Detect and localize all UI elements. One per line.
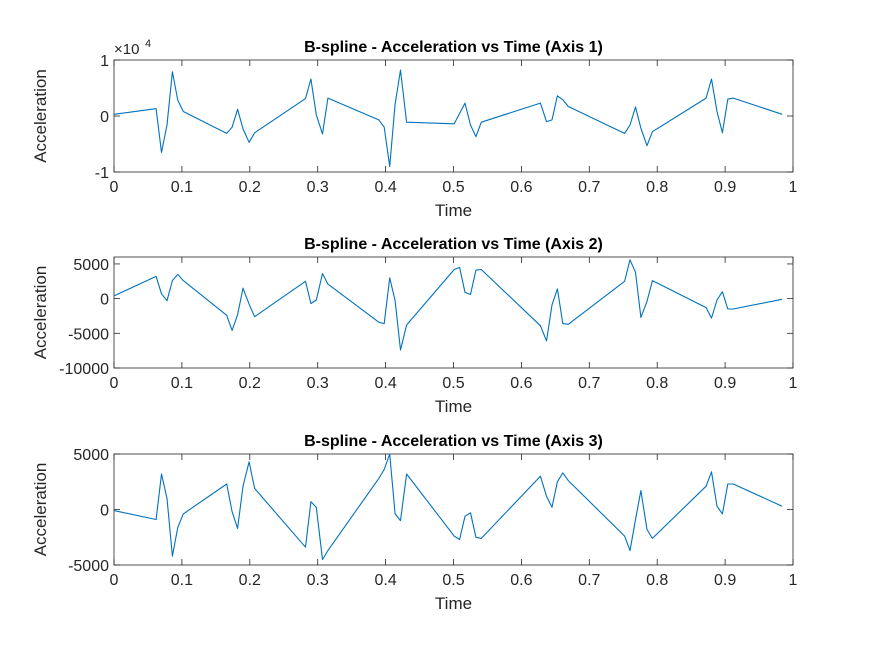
series-line xyxy=(113,259,783,351)
subplot-2: B-spline - Acceleration vs Time (Axis 2)… xyxy=(31,236,798,416)
x-tick-label: 0.1 xyxy=(171,375,193,392)
x-tick-label: 0.8 xyxy=(646,375,668,392)
plot-area xyxy=(113,256,794,369)
x-tick-label: 0 xyxy=(110,375,119,392)
y-tick-label: 0 xyxy=(100,503,109,520)
plot-area xyxy=(113,59,794,173)
y-tick-label: 0 xyxy=(100,109,109,126)
x-tick-label: 0.9 xyxy=(714,572,736,589)
x-tick-label: 0.2 xyxy=(239,572,261,589)
x-tick-label: 0.5 xyxy=(442,572,464,589)
y-tick-label: 5000 xyxy=(73,257,109,274)
y-tick-label: 1 xyxy=(100,53,109,70)
subplot-1: B-spline - Acceleration vs Time (Axis 1)… xyxy=(31,38,798,220)
chart-title: B-spline - Acceleration vs Time (Axis 2) xyxy=(304,236,603,253)
x-tick-label: 0.9 xyxy=(714,375,736,392)
x-tick-label: 0.9 xyxy=(714,179,736,196)
chart-title: B-spline - Acceleration vs Time (Axis 3) xyxy=(304,433,603,450)
x-tick-label: 0.3 xyxy=(307,572,329,589)
exponent-power: 4 xyxy=(145,38,151,50)
y-tick-label: -5000 xyxy=(68,326,109,343)
x-tick-label: 0.6 xyxy=(510,179,532,196)
x-tick-label: 0.2 xyxy=(239,375,261,392)
y-exponent-label: ×10 4 xyxy=(114,38,151,58)
x-tick-label: 0.4 xyxy=(374,179,396,196)
x-tick-label: 0.7 xyxy=(578,572,600,589)
x-tick-label: 0.3 xyxy=(307,179,329,196)
x-tick-label: 0.8 xyxy=(646,179,668,196)
y-tick-label: 5000 xyxy=(73,447,109,464)
x-axis-label: Time xyxy=(435,594,472,613)
subplot-3: B-spline - Acceleration vs Time (Axis 3)… xyxy=(31,433,798,613)
y-tick-label: -1 xyxy=(95,165,109,182)
y-axis-label: Acceleration xyxy=(31,463,50,557)
x-tick-label: 0.1 xyxy=(171,572,193,589)
x-tick-label: 0.8 xyxy=(646,572,668,589)
x-tick-label: 0.1 xyxy=(171,179,193,196)
x-tick-label: 0.6 xyxy=(510,375,532,392)
x-tick-label: 0.6 xyxy=(510,572,532,589)
x-tick-label: 1 xyxy=(789,572,798,589)
series-line xyxy=(113,69,783,167)
y-tick-label: -10000 xyxy=(59,361,109,378)
plot-area xyxy=(113,453,794,566)
x-tick-label: 0 xyxy=(110,179,119,196)
x-tick-label: 0.5 xyxy=(442,375,464,392)
x-axis-label: Time xyxy=(435,201,472,220)
series-line xyxy=(113,453,783,561)
chart-title: B-spline - Acceleration vs Time (Axis 1) xyxy=(304,39,603,56)
x-tick-label: 0.7 xyxy=(578,179,600,196)
exponent-base: ×10 xyxy=(114,41,139,58)
x-tick-label: 1 xyxy=(789,179,798,196)
x-tick-label: 0 xyxy=(110,572,119,589)
x-tick-label: 0.4 xyxy=(374,572,396,589)
x-tick-label: 0.4 xyxy=(374,375,396,392)
y-axis-label: Acceleration xyxy=(31,266,50,360)
y-tick-label: -5000 xyxy=(68,558,109,575)
x-tick-label: 1 xyxy=(789,375,798,392)
x-tick-label: 0.7 xyxy=(578,375,600,392)
x-tick-label: 0.3 xyxy=(307,375,329,392)
x-tick-label: 0.2 xyxy=(239,179,261,196)
x-tick-label: 0.5 xyxy=(442,179,464,196)
x-axis-label: Time xyxy=(435,397,472,416)
y-tick-label: 0 xyxy=(100,292,109,309)
y-axis-label: Acceleration xyxy=(31,69,50,163)
